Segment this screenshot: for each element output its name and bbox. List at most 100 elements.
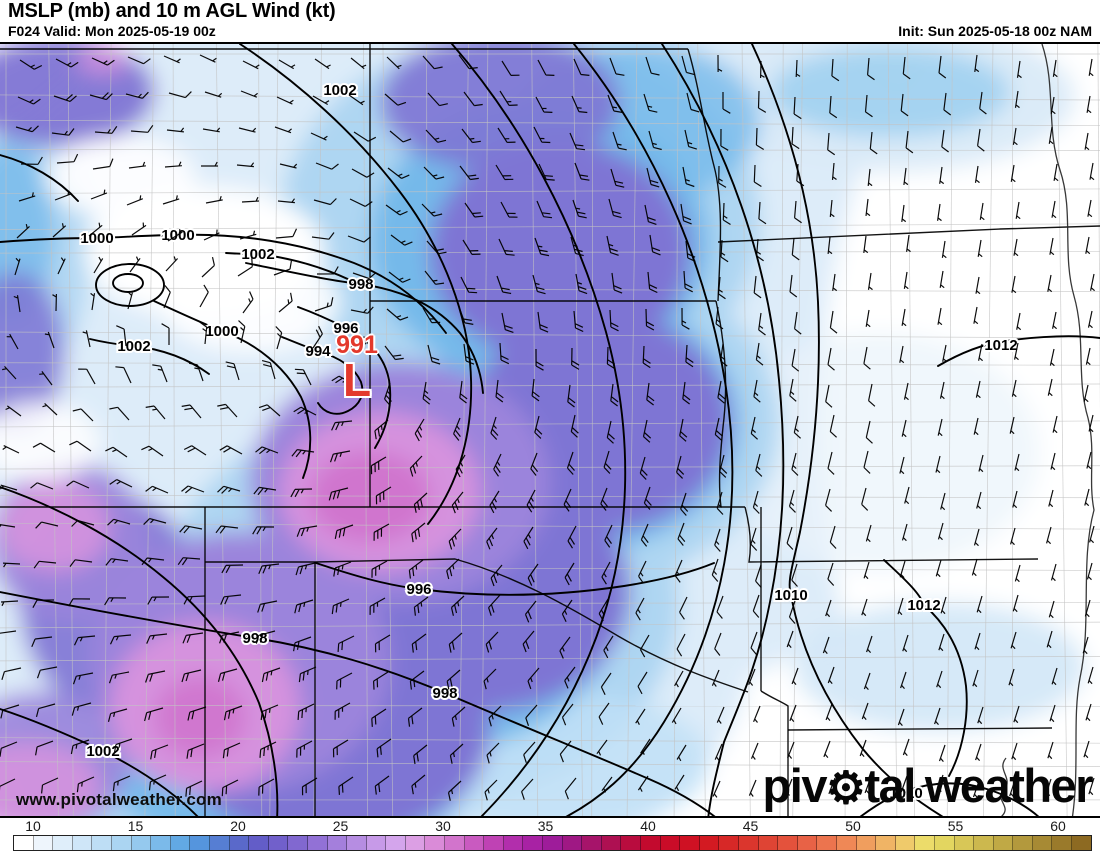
colorbar-cell bbox=[92, 836, 112, 850]
colorbar-cells bbox=[13, 835, 1092, 851]
logo-text: weather bbox=[924, 759, 1094, 812]
colorbar-cell bbox=[680, 836, 700, 850]
gear-icon: ⚙ bbox=[825, 764, 866, 813]
colorbar-cell bbox=[53, 836, 73, 850]
isobar-label: 996 bbox=[333, 320, 358, 337]
colorbar: 10 15 20 25 30 35 40 45 50 55 60 bbox=[0, 818, 1100, 851]
colorbar-cell bbox=[131, 836, 152, 850]
colorbar-cell bbox=[1052, 836, 1073, 850]
colorbar-cell bbox=[758, 836, 779, 850]
colorbar-cell bbox=[621, 836, 641, 850]
colorbar-cell bbox=[14, 836, 34, 850]
colorbar-cell bbox=[601, 836, 622, 850]
isobar-label: 998 bbox=[348, 276, 373, 293]
colorbar-tick-label: 55 bbox=[947, 818, 964, 834]
colorbar-tick-label: 50 bbox=[845, 818, 861, 834]
colorbar-cell bbox=[209, 836, 230, 850]
isobar-label: 998 bbox=[432, 685, 457, 702]
state-borders-layer bbox=[0, 44, 1100, 816]
isobar-label: 1002 bbox=[117, 338, 150, 355]
colorbar-cell bbox=[503, 836, 524, 850]
colorbar-cell bbox=[895, 836, 916, 850]
low-pressure-symbol: L bbox=[342, 353, 372, 406]
colorbar-cell bbox=[170, 836, 191, 850]
isobar-label: 1010 bbox=[889, 785, 922, 802]
valid-time-label: F024 Valid: Mon 2025-05-19 00z bbox=[8, 23, 216, 39]
colorbar-cell bbox=[445, 836, 465, 850]
isobar-label: 1000 bbox=[161, 227, 194, 244]
colorbar-cell bbox=[699, 836, 720, 850]
colorbar-tick-label: 30 bbox=[435, 818, 451, 834]
colorbar-cell bbox=[366, 836, 387, 850]
colorbar-cell bbox=[288, 836, 308, 850]
colorbar-cell bbox=[249, 836, 269, 850]
colorbar-cell bbox=[993, 836, 1014, 850]
weather-map-canvas: 1002 1000 1000 1002 998 996 994 1000 1002 996 998 9… bbox=[0, 42, 1100, 818]
colorbar-cell bbox=[817, 836, 837, 850]
colorbar-cell bbox=[876, 836, 896, 850]
colorbar-tick-label: 15 bbox=[127, 818, 144, 834]
colorbar-cell bbox=[347, 836, 367, 850]
colorbar-cell bbox=[1072, 836, 1091, 850]
colorbar-cell bbox=[660, 836, 681, 850]
isobar-label: 1012 bbox=[984, 337, 1017, 354]
isobar-label: 1010 bbox=[774, 587, 807, 604]
wind-barbs-layer bbox=[0, 54, 1095, 801]
colorbar-cell bbox=[425, 836, 446, 850]
colorbar-cell bbox=[954, 836, 975, 850]
colorbar-tick-label: 10 bbox=[25, 818, 41, 834]
colorbar-cell bbox=[72, 836, 93, 850]
colorbar-cell bbox=[582, 836, 602, 850]
isobar-label: 996 bbox=[406, 581, 431, 598]
colorbar-tick-label: 35 bbox=[537, 818, 554, 834]
colorbar-cell bbox=[562, 836, 583, 850]
low-pressure-value: 991 bbox=[336, 331, 378, 359]
colorbar-tick-label: 20 bbox=[230, 818, 246, 834]
colorbar-cell bbox=[151, 836, 171, 850]
colorbar-cell bbox=[641, 836, 661, 850]
colorbar-cell bbox=[484, 836, 504, 850]
colorbar-cell bbox=[327, 836, 348, 850]
isobar-label: 994 bbox=[305, 343, 331, 360]
isobar-label: 1002 bbox=[241, 246, 274, 263]
colorbar-cell bbox=[523, 836, 544, 850]
colorbar-cell bbox=[268, 836, 289, 850]
colorbar-cell bbox=[307, 836, 328, 850]
colorbar-tick-label: 60 bbox=[1050, 818, 1066, 834]
pivotal-weather-logo: piv⚙tal weather bbox=[763, 759, 1094, 813]
colorbar-cell bbox=[934, 836, 955, 850]
colorbar-cell bbox=[856, 836, 877, 850]
colorbar-cell bbox=[229, 836, 250, 850]
page-title: MSLP (mb) and 10 m AGL Wind (kt) bbox=[8, 0, 336, 22]
colorbar-cell bbox=[33, 836, 54, 850]
isobar-label: 1000 bbox=[205, 323, 238, 340]
colorbar-cell bbox=[797, 836, 818, 850]
colorbar-tick-label: 40 bbox=[640, 818, 656, 834]
isobar-label: 1002 bbox=[86, 743, 119, 760]
header: MSLP (mb) and 10 m AGL Wind (kt) F024 Va… bbox=[0, 0, 1100, 42]
colorbar-cell bbox=[1013, 836, 1033, 850]
isobar-label: 1012 bbox=[907, 597, 940, 614]
isobar-label: 998 bbox=[242, 630, 267, 647]
colorbar-cell bbox=[974, 836, 994, 850]
colorbar-cell bbox=[719, 836, 739, 850]
colorbar-cell bbox=[405, 836, 426, 850]
colorbar-cell bbox=[1032, 836, 1053, 850]
colorbar-cell bbox=[915, 836, 935, 850]
colorbar-tick-label: 25 bbox=[332, 818, 349, 834]
colorbar-cell bbox=[464, 836, 485, 850]
river-lines-layer bbox=[1000, 44, 1095, 816]
colorbar-cell bbox=[386, 836, 406, 850]
colorbar-cell bbox=[111, 836, 132, 850]
county-borders-layer bbox=[0, 44, 1100, 816]
colorbar-tick-labels: 10 15 20 25 30 35 40 45 50 55 60 bbox=[13, 818, 1090, 834]
colorbar-tick-label: 45 bbox=[742, 818, 759, 834]
colorbar-cell bbox=[778, 836, 798, 850]
watermark: www.pivotalweather.com bbox=[16, 790, 222, 809]
colorbar-cell bbox=[190, 836, 210, 850]
wind-speed-shading-layer bbox=[0, 44, 1100, 816]
colorbar-cell bbox=[738, 836, 759, 850]
